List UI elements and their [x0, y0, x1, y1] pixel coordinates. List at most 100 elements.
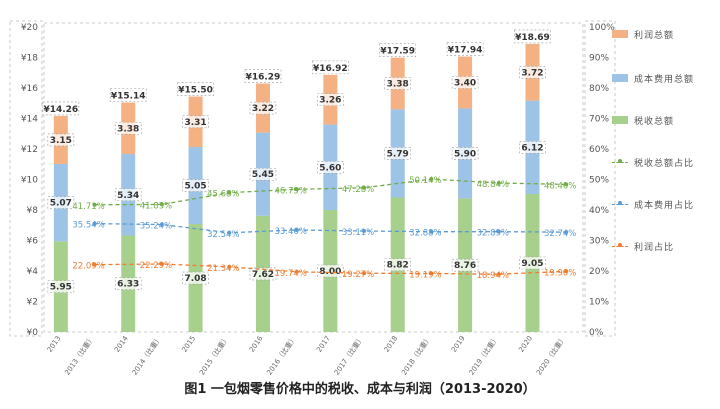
bar-value-label: 6.33 — [117, 280, 139, 290]
x-tick-label: 2020 — [517, 335, 534, 354]
legend-label-cost-share: 成本费用占比 — [634, 200, 695, 211]
bar-value-label: 3.40 — [454, 79, 476, 89]
y-left-tick-label: ¥12 — [21, 145, 38, 155]
line-value-label: 21.34% — [207, 264, 239, 274]
y-right-tick-label: 0% — [589, 328, 604, 338]
line-point — [227, 190, 232, 195]
bar-label-box — [451, 258, 479, 272]
bar-total-label: ¥17.94 — [448, 46, 483, 56]
y-right-tick-label: 40% — [589, 206, 609, 216]
x-tick-label: 2013（比重） — [63, 334, 97, 377]
bar-value-label: 5.45 — [252, 170, 274, 180]
bar-label-box — [451, 147, 479, 160]
bar-total-box — [379, 43, 417, 57]
y-right-tick-label: 90% — [589, 54, 609, 64]
line-value-label: 48.40% — [544, 181, 576, 191]
line-point — [227, 264, 232, 269]
line-point — [92, 202, 97, 207]
line-point — [429, 177, 434, 182]
bar-value-label: 9.05 — [521, 259, 543, 269]
bar-total-label: ¥15.50 — [178, 86, 213, 96]
legend-item-tax: 税收总额 — [612, 110, 674, 130]
bar-label-box — [384, 258, 412, 272]
bar-value-label: 3.31 — [184, 118, 206, 128]
y-left-tick-label: ¥16 — [21, 84, 38, 94]
y-left-tick-label: ¥10 — [21, 176, 38, 186]
bar-total-label: ¥14.26 — [43, 105, 78, 115]
bar-label-box — [519, 141, 546, 154]
y-right-tick-label: 20% — [589, 267, 609, 277]
legend-item-profit: 利润总额 — [612, 24, 674, 44]
bar-label-box — [114, 188, 142, 202]
y-right-axis-frame — [584, 20, 616, 337]
legend-swatch-cost — [612, 74, 628, 82]
line-value-label: 19.19% — [409, 270, 441, 280]
bar-value-label: 5.07 — [50, 199, 72, 209]
bar-label-box — [47, 133, 75, 147]
x-tick-label: 2019 — [450, 335, 467, 354]
bar-value-label: 5.95 — [50, 283, 72, 293]
line-point — [92, 221, 97, 226]
line-value-label: 33.46% — [274, 227, 306, 237]
y-right-tick-label: 50% — [589, 176, 609, 186]
line-point — [294, 269, 299, 274]
line-point — [564, 182, 569, 187]
legend-label-profit-share: 利润占比 — [634, 242, 675, 253]
y-left-tick-label: ¥18 — [21, 54, 38, 64]
bar-value-label: 6.12 — [521, 143, 543, 153]
legend-item-cost-share: 成本费用占比 — [612, 194, 694, 214]
legend-line-cost-share — [612, 201, 628, 205]
bar-value-label: 3.26 — [319, 96, 341, 106]
line-value-label: 50.14% — [409, 176, 441, 186]
bar-label-box — [47, 280, 75, 293]
line-point — [294, 187, 299, 192]
line-series-1 — [94, 222, 567, 234]
x-tick-label: 2018（比重） — [399, 334, 433, 377]
bar-value-label: 3.38 — [117, 124, 139, 134]
line-value-label: 35.54% — [72, 221, 104, 231]
y-right-tick-label: 80% — [589, 84, 609, 94]
bar-label-box — [114, 277, 142, 291]
bar-total-box — [177, 82, 214, 96]
x-tick-label: 2013 — [46, 335, 63, 354]
bar-label-box — [182, 179, 209, 192]
bar-label-box — [317, 93, 344, 107]
bar-total-label: ¥18.69 — [515, 33, 550, 43]
bar-total-box — [312, 60, 349, 75]
y-left-tick-label: ¥20 — [21, 23, 38, 33]
bar-total-label: ¥17.59 — [380, 47, 415, 57]
legend-item-profit-share: 利润占比 — [612, 236, 674, 256]
line-series-2 — [94, 263, 567, 275]
bar-label-box — [384, 147, 412, 160]
line-value-label: 19.74% — [274, 269, 306, 279]
line-value-label: 18.94% — [477, 271, 509, 281]
bar-label-box — [249, 167, 277, 181]
bar-value-label: 8.76 — [454, 261, 476, 271]
line-point — [429, 229, 434, 234]
legend-swatch-tax — [612, 116, 628, 124]
line-point — [362, 185, 367, 190]
legend-label-tax-share: 税收总额占比 — [634, 158, 695, 169]
y-left-axis-frame — [9, 20, 43, 337]
line-point — [159, 222, 164, 227]
line-point — [92, 262, 97, 267]
bar-label-box — [114, 121, 142, 135]
bar-value-label: 8.00 — [319, 267, 341, 277]
bar-label-box — [249, 267, 277, 281]
legend-line-tax-share — [612, 159, 628, 163]
line-point — [564, 230, 569, 235]
bar-value-label: 3.72 — [521, 68, 543, 78]
y-right-tick-label: 60% — [589, 145, 609, 155]
legend-line-profit-share — [612, 243, 628, 247]
bar-value-label: 5.60 — [319, 163, 341, 173]
line-value-label: 32.89% — [477, 229, 509, 239]
x-tick-label: 2015 — [180, 335, 197, 354]
bar-label-box — [182, 115, 209, 129]
y-right-tick-label: 30% — [589, 237, 609, 247]
line-value-label: 47.28% — [342, 185, 374, 195]
line-point — [294, 227, 299, 232]
line-value-label: 33.11% — [342, 228, 374, 238]
line-value-label: 19.27% — [342, 270, 374, 280]
